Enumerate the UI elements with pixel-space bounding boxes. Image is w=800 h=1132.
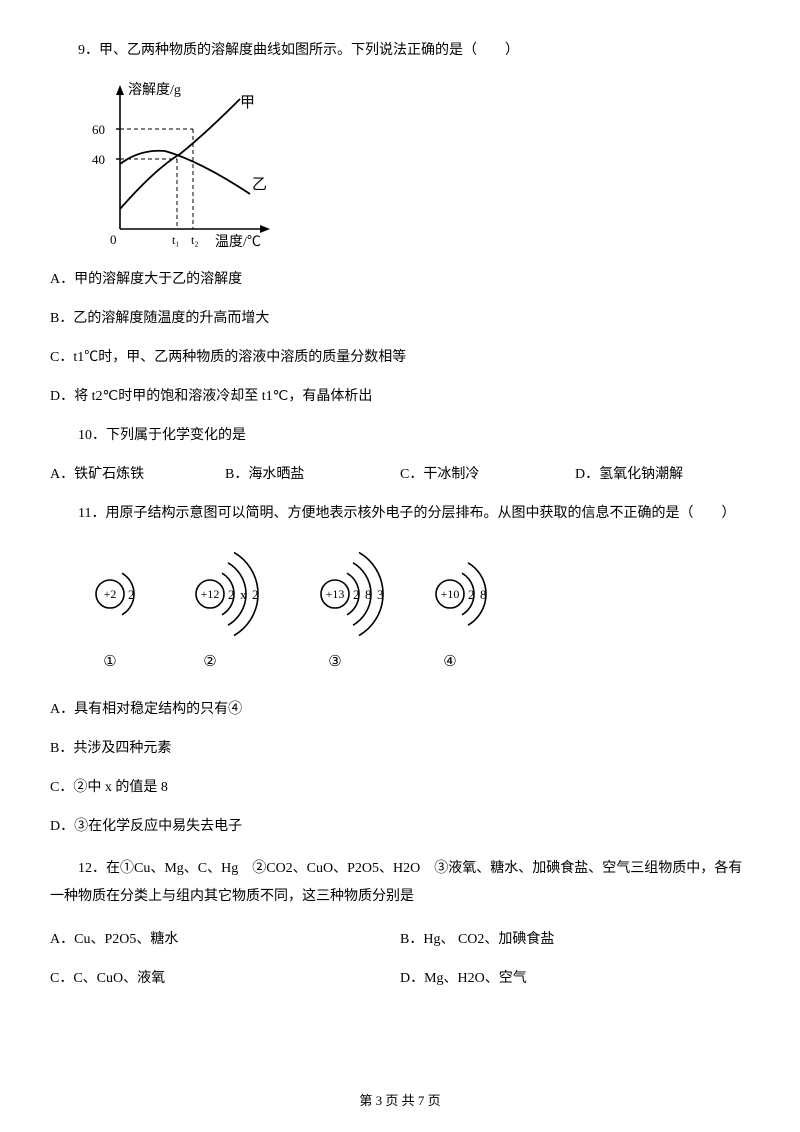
question-10: 10．下列属于化学变化的是 <box>50 425 750 446</box>
q12-option-b: B．Hg、 CO2、加碘食盐 <box>400 929 750 950</box>
svg-text:2: 2 <box>128 587 135 602</box>
q10-option-a: A．铁矿石炼铁 <box>50 464 225 485</box>
q9-option-c: C．t1℃时，甲、乙两种物质的溶液中溶质的质量分数相等 <box>50 347 750 368</box>
q10-option-d: D．氢氧化钠潮解 <box>575 464 750 485</box>
svg-text:①: ① <box>103 654 116 670</box>
q11-option-d: D．③在化学反应中易失去电子 <box>50 816 750 837</box>
q12-options-row1: A．Cu、P2O5、糖水 B．Hg、 CO2、加碘食盐 <box>50 929 750 950</box>
svg-text:60: 60 <box>92 122 105 137</box>
q12-option-c: C．C、CuO、液氧 <box>50 968 400 989</box>
question-11: 11．用原子结构示意图可以简明、方便地表示核外电子的分层排布。从图中获取的信息不… <box>50 503 750 524</box>
q11-option-b: B．共涉及四种元素 <box>50 738 750 759</box>
q11-option-a: A．具有相对稳定结构的只有④ <box>50 699 750 720</box>
q12-options-row2: C．C、CuO、液氧 D．Mg、H2O、空气 <box>50 968 750 989</box>
svg-text:溶解度/g: 溶解度/g <box>128 82 181 98</box>
page-footer: 第 3 页 共 7 页 <box>0 1091 800 1111</box>
question-12: 12．在①Cu、Mg、C、Hg ②CO2、CuO、P2O5、H2O ③液氧、糖水… <box>50 855 750 911</box>
svg-text:③: ③ <box>328 654 341 670</box>
svg-text:温度/℃: 温度/℃ <box>215 234 261 249</box>
svg-text:+13: +13 <box>326 587 345 601</box>
svg-text:2: 2 <box>353 587 360 602</box>
svg-text:8: 8 <box>365 587 372 602</box>
svg-text:2: 2 <box>252 587 259 602</box>
svg-text:+10: +10 <box>441 587 460 601</box>
svg-text:2: 2 <box>228 587 235 602</box>
footer-suffix: 页 <box>424 1093 440 1108</box>
q10-option-c: C．干冰制冷 <box>400 464 575 485</box>
svg-text:3: 3 <box>377 587 384 602</box>
svg-text:②: ② <box>203 654 216 670</box>
atomic-structure-diagram: +22①+122x2②+13283③+1028④ <box>80 549 750 679</box>
svg-text:乙: 乙 <box>252 177 267 193</box>
svg-text:8: 8 <box>480 587 487 602</box>
svg-text:+2: +2 <box>104 587 117 601</box>
q10-option-b: B．海水晒盐 <box>225 464 400 485</box>
svg-text:40: 40 <box>92 152 105 167</box>
q9-option-d: D．将 t2℃时甲的饱和溶液冷却至 t1℃，有晶体析出 <box>50 386 750 407</box>
q9-option-a: A．甲的溶解度大于乙的溶解度 <box>50 269 750 290</box>
footer-prefix: 第 <box>359 1093 375 1108</box>
svg-text:0: 0 <box>110 232 117 247</box>
footer-mid: 页 共 <box>382 1093 418 1108</box>
svg-text:t₁: t₁ <box>172 233 180 247</box>
svg-text:x: x <box>240 587 247 602</box>
svg-text:2: 2 <box>468 587 475 602</box>
q12-option-a: A．Cu、P2O5、糖水 <box>50 929 400 950</box>
solubility-chart: 60 40 溶解度/g 温度/℃ 0 t₁ t₂ 甲乙 <box>80 79 750 249</box>
svg-text:④: ④ <box>443 654 456 670</box>
svg-text:+12: +12 <box>201 587 220 601</box>
q10-options: A．铁矿石炼铁 B．海水晒盐 C．干冰制冷 D．氢氧化钠潮解 <box>50 464 750 485</box>
svg-text:甲: 甲 <box>240 95 255 111</box>
q11-option-c: C．②中 x 的值是 8 <box>50 777 750 798</box>
q12-option-d: D．Mg、H2O、空气 <box>400 968 750 989</box>
svg-text:t₂: t₂ <box>191 233 199 247</box>
question-9: 9．甲、乙两种物质的溶解度曲线如图所示。下列说法正确的是（ ） <box>50 40 750 61</box>
q9-option-b: B．乙的溶解度随温度的升高而增大 <box>50 308 750 329</box>
